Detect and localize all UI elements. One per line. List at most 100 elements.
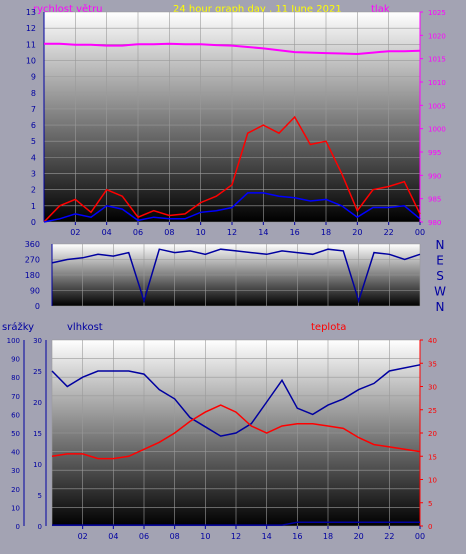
wind-ytick-label: 13: [26, 8, 36, 17]
rain-ytick-label: 90: [11, 356, 20, 364]
climate-plot-xtick-label: 16: [292, 532, 302, 541]
climate-plot-xtick-label: 20: [354, 532, 364, 541]
climate-plot-xtick-label: 12: [231, 532, 241, 541]
humidity-ytick-label: 20: [33, 399, 42, 407]
compass-label: N: [436, 238, 445, 252]
wind-ytick-label: 4: [31, 153, 36, 162]
wind-plot-xtick-label: 12: [227, 228, 237, 237]
rain-ytick-label: 70: [11, 393, 20, 401]
rain-ytick-label: 30: [11, 467, 20, 475]
climate-plot-xtick-label: 06: [139, 532, 149, 541]
temperature-ytick-label: 25: [428, 407, 437, 415]
direction-ytick-label: 0: [35, 302, 40, 311]
rain-ytick-label: 60: [11, 411, 20, 419]
humidity-ytick-label: 30: [33, 337, 42, 345]
humidity-label: vlhkost: [67, 322, 103, 333]
climate-plot-xtick-label: 04: [108, 532, 118, 541]
wind-ytick-label: 11: [26, 40, 36, 49]
wind-speed-line: [43, 115, 421, 223]
rain-ytick-label: 10: [11, 504, 20, 512]
pressure-ytick-label: 985: [428, 196, 441, 204]
wind-ytick-label: 0: [31, 218, 36, 227]
climate-plot-xtick-label: 02: [78, 532, 88, 541]
pressure-label: tlak: [371, 4, 390, 15]
rain-ytick-label: 50: [11, 430, 20, 438]
direction-ytick-label: 180: [25, 271, 40, 280]
pressure-ytick-label: 1005: [428, 102, 446, 110]
wind-plot-xtick-label: 08: [164, 228, 174, 237]
compass-label: W: [434, 285, 446, 299]
chart-title: 24 hour graph day , 11 June 2021: [173, 4, 342, 15]
climate-plot-xtick-label: 18: [323, 532, 333, 541]
wind-ytick-label: 6: [31, 121, 36, 130]
temperature-label: teplota: [311, 322, 346, 333]
wind-ytick-label: 1: [31, 202, 36, 211]
rain-ytick-label: 40: [11, 449, 20, 457]
pressure-ytick-label: 995: [428, 149, 441, 157]
pressure-ytick-label: 1025: [428, 9, 446, 17]
temperature-line: [51, 404, 421, 460]
wind-ytick-label: 12: [26, 24, 36, 33]
rain-ytick-label: 80: [11, 374, 20, 382]
direction-ytick-label: 360: [25, 240, 40, 249]
temperature-ytick-label: 30: [428, 384, 437, 392]
direction-ytick-label: 90: [30, 287, 40, 296]
wind-ytick-label: 7: [31, 105, 36, 114]
rain-line: [52, 521, 420, 526]
wind-plot-xtick-label: 18: [321, 228, 331, 237]
wind-ytick-label: 3: [31, 170, 36, 179]
rain-ytick-label: 0: [16, 523, 20, 531]
wind-plot-xtick-label: 14: [258, 228, 268, 237]
humidity-ytick-label: 25: [33, 368, 42, 376]
wind-ytick-label: 9: [31, 73, 36, 82]
climate-plot-xtick-label: 22: [384, 532, 394, 541]
rain-label: srážky: [2, 321, 34, 333]
climate-plot-xtick-label: 14: [262, 532, 272, 541]
humidity-temperature-panel: 0102030405060708090100051015202530051015…: [7, 337, 437, 541]
compass-label: S: [436, 269, 444, 283]
wind-plot-xtick-label: 04: [102, 228, 112, 237]
temperature-ytick-label: 10: [428, 477, 437, 485]
wind-plot-xtick-label: 02: [70, 228, 80, 237]
wind-plot-xtick-label: 20: [352, 228, 362, 237]
direction-ytick-label: 270: [25, 256, 40, 265]
wind-average-line: [43, 192, 421, 223]
humidity-ytick-label: 5: [38, 492, 42, 500]
temperature-ytick-label: 5: [428, 500, 432, 508]
climate-plot-xtick-label: 00: [415, 532, 425, 541]
wind-ytick-label: 2: [31, 186, 36, 195]
wind-plot-xtick-label: 10: [196, 228, 206, 237]
temperature-ytick-label: 40: [428, 337, 437, 345]
pressure-ytick-label: 980: [428, 219, 441, 227]
wind-pressure-panel: 0123456789101112139809859909951000100510…: [26, 8, 446, 237]
compass-label: E: [436, 254, 444, 268]
temperature-ytick-label: 20: [428, 430, 437, 438]
wind-ytick-label: 5: [31, 137, 36, 146]
wind-plot-xtick-label: 22: [384, 228, 394, 237]
wind-direction-line: [51, 248, 421, 304]
pressure-line: [44, 42, 421, 56]
wind-plot-xtick-label: 00: [415, 228, 425, 237]
temperature-ytick-label: 35: [428, 360, 437, 368]
humidity-ytick-label: 15: [33, 430, 42, 438]
wind-plot-xtick-label: 16: [290, 228, 300, 237]
pressure-ytick-label: 1010: [428, 79, 446, 87]
pressure-ytick-label: 990: [428, 172, 441, 180]
rain-ytick-label: 20: [11, 486, 20, 494]
rain-ytick-label: 100: [7, 337, 20, 345]
humidity-ytick-label: 10: [33, 461, 42, 469]
compass-label: N: [436, 300, 445, 314]
temperature-ytick-label: 15: [428, 453, 437, 461]
humidity-ytick-label: 0: [38, 523, 42, 531]
wind-ytick-label: 8: [31, 89, 36, 98]
humidity-line: [51, 364, 421, 437]
wind-plot-xtick-label: 06: [133, 228, 143, 237]
pressure-ytick-label: 1015: [428, 56, 446, 64]
wind-ytick-label: 10: [26, 56, 36, 65]
temperature-ytick-label: 0: [428, 523, 432, 531]
pressure-ytick-label: 1000: [428, 126, 446, 134]
climate-plot-xtick-label: 10: [200, 532, 210, 541]
climate-plot-xtick-label: 08: [170, 532, 180, 541]
